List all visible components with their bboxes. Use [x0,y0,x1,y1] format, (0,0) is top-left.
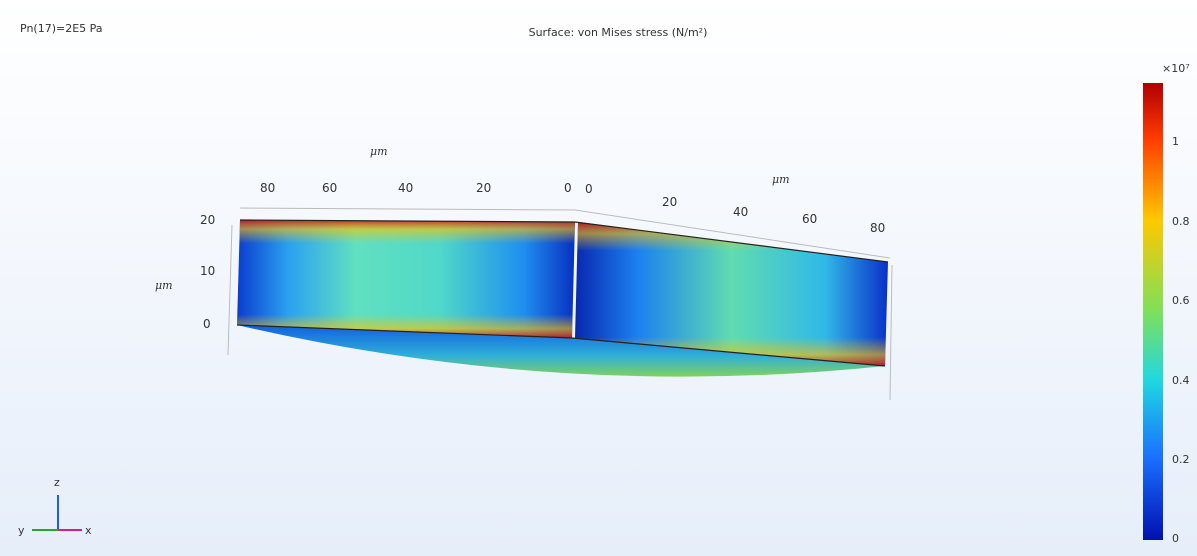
plot-title: Surface: von Mises stress (N/m²) [529,26,708,39]
left-tick: 0 [564,181,572,195]
colorbar-tick: 0.2 [1172,453,1190,466]
triad-y: y [18,524,25,537]
right-tick: 60 [802,212,817,226]
left-face-stress [237,220,575,338]
left-axis-unit: μm [370,145,388,158]
right-tick: 0 [585,182,593,196]
vertical-tick: 10 [200,264,215,278]
left-tick: 60 [322,181,337,195]
colorbar-tick: 0 [1172,532,1179,545]
triad-z: z [54,476,60,489]
vertical-tick: 0 [203,317,211,331]
vertical-axis-unit: μm [155,279,173,292]
right-tick: 20 [662,195,677,209]
left-tick: 20 [476,181,491,195]
plot-window: Pn(17)=2E5 Pa Surface: von Mises stress … [0,0,1197,556]
colorbar-tick: 0.6 [1172,294,1190,307]
parameter-label: Pn(17)=2E5 Pa [20,22,103,35]
right-axis-unit: μm [772,173,790,186]
left-tick: 40 [398,181,413,195]
right-tick: 80 [870,221,885,235]
right-tick: 40 [733,205,748,219]
left-tick: 80 [260,181,275,195]
colorbar-scale [1143,83,1163,540]
colorbar-tick: 0.4 [1172,374,1190,387]
colorbar-multiplier: ×10⁷ [1162,62,1190,75]
vertical-tick: 20 [200,213,215,227]
colorbar-tick: 0.8 [1172,215,1190,228]
colorbar-tick: 1 [1172,135,1179,148]
triad-x: x [85,524,92,537]
